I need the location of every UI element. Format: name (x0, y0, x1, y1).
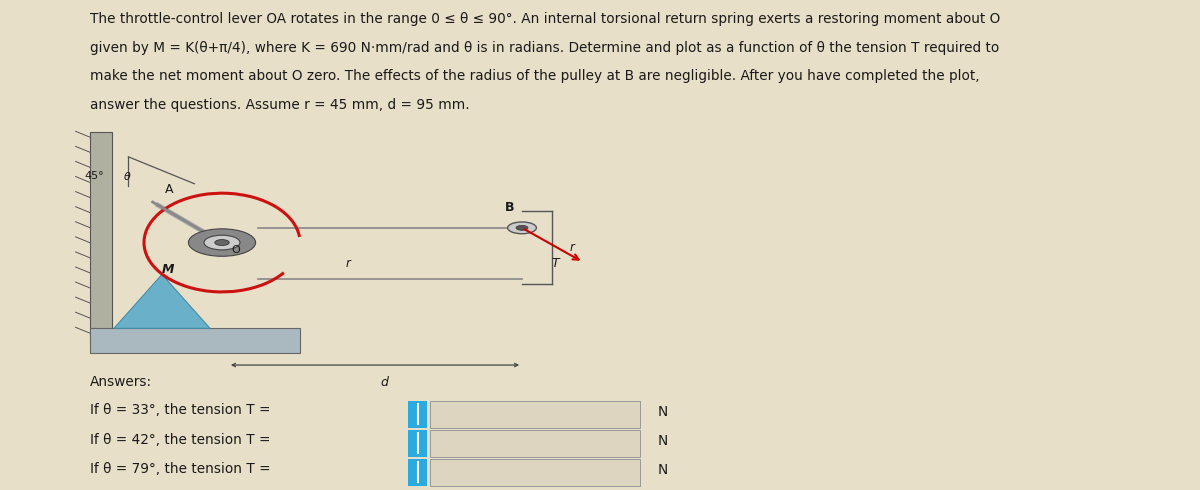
Text: If θ = 42°, the tension T =: If θ = 42°, the tension T = (90, 433, 270, 446)
Text: N: N (658, 405, 668, 418)
Text: 45°: 45° (85, 172, 104, 181)
Text: T: T (552, 257, 559, 270)
Text: given by M = K(θ+π/4), where K = 690 N·mm/rad and θ is in radians. Determine and: given by M = K(θ+π/4), where K = 690 N·m… (90, 41, 1000, 55)
Text: N: N (658, 434, 668, 448)
Text: N: N (658, 464, 668, 477)
Text: r: r (570, 241, 575, 254)
Circle shape (215, 240, 229, 245)
Text: r: r (346, 257, 350, 270)
Text: answer the questions. Assume r = 45 mm, d = 95 mm.: answer the questions. Assume r = 45 mm, … (90, 98, 469, 112)
FancyBboxPatch shape (408, 430, 427, 457)
Bar (90, 132, 112, 343)
Text: Answers:: Answers: (90, 375, 152, 389)
Text: M: M (162, 263, 174, 276)
Text: The throttle-control lever OA rotates in the range 0 ≤ θ ≤ 90°. An internal tors: The throttle-control lever OA rotates in… (90, 12, 1001, 26)
Polygon shape (114, 274, 210, 328)
Text: d: d (380, 376, 388, 389)
Circle shape (508, 222, 536, 234)
Text: A: A (164, 183, 173, 196)
Text: B: B (505, 201, 515, 214)
Bar (430, 430, 640, 457)
Text: O: O (232, 245, 240, 254)
FancyBboxPatch shape (408, 401, 427, 427)
Circle shape (516, 225, 528, 230)
Text: θ: θ (125, 172, 131, 182)
Circle shape (204, 235, 240, 250)
Bar (90, 328, 300, 353)
Circle shape (188, 229, 256, 256)
Bar (430, 401, 640, 427)
Text: If θ = 79°, the tension T =: If θ = 79°, the tension T = (90, 462, 271, 476)
FancyBboxPatch shape (408, 460, 427, 486)
Text: make the net moment about O zero. The effects of the radius of the pulley at B a: make the net moment about O zero. The ef… (90, 69, 979, 83)
Text: If θ = 33°, the tension T =: If θ = 33°, the tension T = (90, 403, 270, 417)
Bar (430, 460, 640, 486)
